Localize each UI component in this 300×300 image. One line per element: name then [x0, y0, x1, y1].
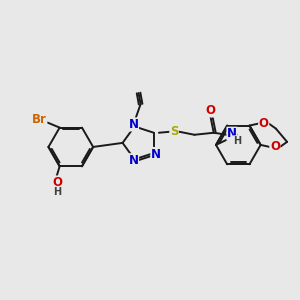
- Text: O: O: [206, 104, 216, 117]
- Text: S: S: [170, 125, 178, 138]
- Text: Br: Br: [32, 113, 47, 126]
- Text: N: N: [128, 154, 139, 167]
- Text: N: N: [227, 127, 237, 140]
- Text: H: H: [233, 136, 241, 146]
- Text: H: H: [53, 187, 62, 197]
- Text: N: N: [128, 118, 139, 131]
- Text: O: O: [259, 117, 269, 130]
- Text: O: O: [52, 176, 63, 189]
- Text: N: N: [151, 148, 161, 160]
- Text: O: O: [270, 140, 280, 154]
